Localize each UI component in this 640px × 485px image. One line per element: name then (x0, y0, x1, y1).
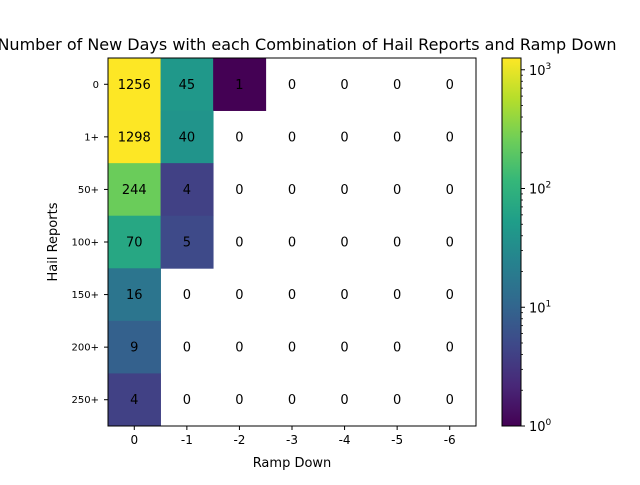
cell-value-label: 4 (130, 393, 138, 408)
cell-value-label: 0 (235, 341, 243, 356)
cell-value-label: 45 (179, 78, 196, 93)
cell-value-label: 0 (393, 78, 401, 93)
y-tick-label: 100+ (72, 238, 99, 249)
cell-value-label: 0 (288, 130, 296, 145)
colorbar-ticks: 100 101 102 103 (521, 62, 552, 435)
heatmap-cell (108, 373, 161, 427)
cell-value-label: 0 (340, 78, 348, 93)
cell-value-label: 0 (235, 393, 243, 408)
y-tick-label: 200+ (72, 343, 99, 354)
heatmap-cell (108, 163, 161, 217)
colorbar-tick-label: 101 (529, 299, 551, 316)
cell-value-label: 1 (235, 78, 243, 93)
y-axis-ticks: 0 1+ 50+ 100+ 150+ 200+ 250+ (72, 80, 108, 406)
x-tick-label: -5 (391, 433, 403, 447)
cell-value-label: 0 (446, 78, 454, 93)
cell-value-label: 0 (446, 288, 454, 303)
cell-value-label: 0 (446, 183, 454, 198)
cell-value-label: 1298 (118, 130, 151, 145)
heatmap-cell (160, 110, 214, 164)
heatmap-cell (108, 110, 161, 164)
heatmap-cell (108, 268, 161, 322)
cell-value-label: 0 (288, 183, 296, 198)
cell-value-label: 0 (340, 130, 348, 145)
cell-value-label: 0 (340, 236, 348, 251)
x-tick-label: -2 (233, 433, 245, 447)
cell-value-label: 0 (288, 288, 296, 303)
cell-value-label: 0 (446, 130, 454, 145)
cell-value-label: 0 (183, 341, 191, 356)
cell-value-label: 0 (235, 183, 243, 198)
cell-value-label: 0 (288, 393, 296, 408)
cell-value-label: 0 (393, 393, 401, 408)
heatmap-cells (108, 58, 267, 427)
chart-title: Number of New Days with each Combination… (0, 35, 617, 54)
cell-value-label: 0 (235, 236, 243, 251)
cell-value-label: 0 (183, 393, 191, 408)
cell-value-label: 0 (288, 78, 296, 93)
cell-value-label: 16 (126, 288, 143, 303)
cell-value-label: 0 (340, 183, 348, 198)
cell-value-label: 0 (446, 341, 454, 356)
heatmap-cell (160, 215, 214, 269)
y-tick-label: 50+ (78, 185, 99, 196)
cell-value-label: 0 (393, 236, 401, 251)
cell-value-label: 70 (126, 236, 143, 251)
heatmap-cell (108, 215, 161, 269)
x-tick-label: -1 (181, 433, 193, 447)
heatmap-cell (160, 58, 214, 111)
heatmap-cell (108, 58, 161, 111)
y-axis-label: Hail Reports (46, 202, 61, 281)
cell-value-label: 0 (393, 341, 401, 356)
colorbar-tick-label: 102 (529, 181, 551, 198)
heatmap-cell (213, 58, 267, 111)
cell-value-label: 0 (446, 236, 454, 251)
cell-value-label: 5 (183, 236, 191, 251)
cell-value-label: 0 (288, 236, 296, 251)
cell-value-label: 4 (183, 183, 191, 198)
cell-value-label: 0 (235, 130, 243, 145)
cell-value-label: 0 (235, 288, 243, 303)
x-tick-label: -3 (286, 433, 298, 447)
cell-value-label: 9 (130, 341, 138, 356)
y-tick-label: 250+ (72, 395, 99, 406)
colorbar-tick-label: 103 (529, 62, 551, 79)
cell-value-label: 40 (179, 130, 196, 145)
y-tick-label: 150+ (72, 290, 99, 301)
cell-value-label: 0 (288, 341, 296, 356)
heatmap-cell (108, 320, 161, 374)
cell-value-label: 0 (340, 288, 348, 303)
cell-value-label: 0 (446, 393, 454, 408)
x-tick-label: -6 (444, 433, 456, 447)
cell-value-label: 0 (340, 393, 348, 408)
x-axis-label: Ramp Down (253, 456, 332, 471)
colorbar (501, 57, 522, 427)
cell-value-label: 0 (393, 183, 401, 198)
x-axis-ticks: 0 -1 -2 -3 -4 -5 -6 (130, 426, 456, 447)
y-tick-label: 0 (93, 80, 99, 91)
cell-value-label: 0 (340, 341, 348, 356)
cell-value-label: 0 (393, 288, 401, 303)
x-tick-label: -4 (339, 433, 351, 447)
cell-value-label: 244 (122, 183, 147, 198)
cell-value-label: 0 (183, 288, 191, 303)
cell-value-label: 0 (393, 130, 401, 145)
y-tick-label: 1+ (84, 132, 99, 143)
heatmap-cell (160, 163, 214, 217)
x-tick-label: 0 (130, 433, 138, 447)
cell-value-label: 1256 (118, 78, 151, 93)
colorbar-tick-label: 100 (529, 418, 552, 435)
